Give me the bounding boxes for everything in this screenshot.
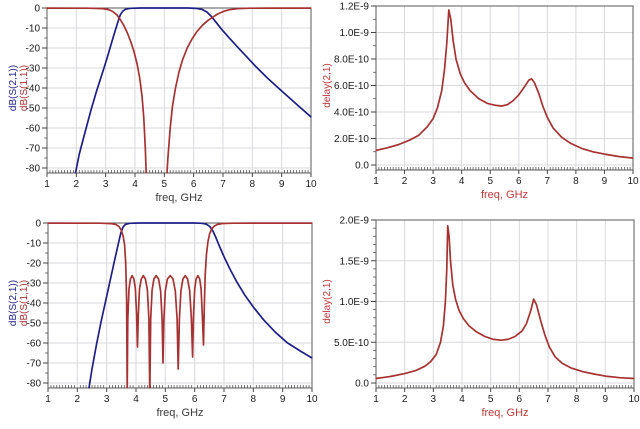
chart-svg-tl: 1 2 3 4 5 6 7 8 9 10 0 -10 -20 -30 -40 -50 -60 -70 -80 freq… — [8, 4, 317, 205]
x-tick-label: 7 — [545, 176, 551, 187]
y-tick-label: -70 — [27, 359, 42, 370]
y-axis-label: dB(S(2,1)) — [8, 65, 19, 111]
y-tick-label: 2.0E-9 — [340, 216, 370, 227]
y-tick-label: -30 — [26, 64, 41, 75]
x-tick-label: 8 — [574, 394, 580, 405]
series-trace-db-s-2-1- — [74, 7, 312, 174]
y-axis-label: delay(2,1) — [322, 63, 333, 107]
chart-group-delay-1: 1 2 3 4 5 6 7 8 9 10 0.0 2.0E-10 4.0E-10 6.0E-10 8.0E-… — [320, 0, 640, 215]
chart-svg-br: 1 2 3 4 5 6 7 8 9 10 0.0 5.0E-10 1.0E-9 1.5E-9 2.0E-9 f… — [322, 216, 640, 420]
y-tick-label: 8.0E-10 — [334, 55, 369, 66]
x-tick-label: 5 — [163, 394, 169, 405]
x-tick-label: 1 — [373, 176, 379, 187]
x-tick-label: 6 — [517, 394, 523, 405]
y-tick-label: 1.2E-9 — [340, 2, 370, 13]
y-tick-label: -50 — [26, 104, 41, 115]
y-tick-label: -70 — [26, 144, 41, 155]
x-tick-label: 6 — [516, 176, 522, 187]
x-tick-label: 9 — [279, 179, 285, 190]
x-tick-label: 5 — [487, 176, 493, 187]
x-tick-label: 2 — [402, 176, 408, 187]
x-tick-label: 8 — [573, 176, 579, 187]
x-tick-label: 10 — [306, 394, 318, 405]
x-tick-label: 5 — [162, 179, 168, 190]
x-tick-label: 9 — [603, 394, 609, 405]
y-tick-label: 0.0 — [355, 379, 369, 390]
y-tick-label: -80 — [27, 379, 42, 390]
x-tick-label: 4 — [459, 394, 465, 405]
x-tick-label: 4 — [133, 394, 139, 405]
x-axis-label: freq, GHz — [155, 192, 202, 204]
y-tick-label: 0.0 — [355, 161, 369, 172]
x-axis-label: freq, GHz — [481, 407, 528, 419]
x-tick-label: 2 — [402, 394, 408, 405]
x-tick-label: 10 — [628, 394, 640, 405]
series-trace-db-s-1-1- — [47, 222, 313, 389]
chart-s-parameters-response-2: 1 2 3 4 5 6 7 8 9 10 0 -10 -20 -30 -40 -50 -60 -70 -80 freq… — [0, 215, 320, 429]
series-trace-db-s-2-1- — [88, 222, 313, 389]
y-tick-label: 4.0E-10 — [334, 108, 369, 119]
y-tick-label: 2.0E-10 — [334, 134, 369, 145]
x-tick-label: 1 — [44, 179, 50, 190]
chart-group-delay-2: 1 2 3 4 5 6 7 8 9 10 0.0 5.0E-10 1.0E-9 1.5E-9 2.0E-9 f… — [320, 215, 640, 429]
y-tick-label: -10 — [27, 239, 42, 250]
x-tick-label: 9 — [602, 176, 608, 187]
chart-s-parameters-response-1: 1 2 3 4 5 6 7 8 9 10 0 -10 -20 -30 -40 -50 -60 -70 -80 freq… — [0, 0, 320, 215]
x-tick-label: 2 — [75, 394, 81, 405]
y-axis-label: dB(S(1,1)) — [19, 65, 30, 111]
y-tick-label: -60 — [27, 339, 42, 350]
y-tick-label: 1.0E-9 — [340, 28, 370, 39]
y-axis-label: dB(S(1,1)) — [19, 280, 30, 326]
y-tick-label: -40 — [27, 299, 42, 310]
series-trace-delay-2-1- — [375, 224, 635, 380]
plot-frame — [375, 219, 635, 389]
y-tick-label: -10 — [26, 24, 41, 35]
y-tick-label: 0 — [34, 4, 40, 15]
x-tick-label: 6 — [192, 394, 198, 405]
x-tick-label: 7 — [545, 394, 551, 405]
x-tick-label: 8 — [250, 179, 256, 190]
y-tick-label: -30 — [27, 279, 42, 290]
chart-svg-bl: 1 2 3 4 5 6 7 8 9 10 0 -10 -20 -30 -40 -50 -60 -70 -80 freq… — [8, 219, 318, 420]
x-tick-label: 10 — [627, 176, 639, 187]
y-tick-label: -40 — [26, 84, 41, 95]
y-tick-label: 1.0E-9 — [340, 297, 370, 308]
x-tick-label: 1 — [373, 394, 379, 405]
series-trace-delay-2-1- — [375, 9, 634, 159]
y-tick-label: -20 — [26, 44, 41, 55]
x-axis-label: freq, GHz — [156, 407, 203, 419]
x-tick-label: 9 — [280, 394, 286, 405]
x-tick-label: 3 — [430, 176, 436, 187]
y-tick-label: -80 — [26, 164, 41, 175]
y-tick-label: 6.0E-10 — [334, 81, 369, 92]
x-tick-label: 4 — [132, 179, 138, 190]
series-trace-db-s-1-1- — [46, 7, 312, 174]
x-tick-label: 3 — [104, 394, 110, 405]
x-tick-label: 3 — [103, 179, 109, 190]
x-tick-label: 5 — [488, 394, 494, 405]
y-tick-label: -20 — [27, 259, 42, 270]
y-axis-label: dB(S(2,1)) — [8, 280, 19, 326]
y-tick-label: -50 — [27, 319, 42, 330]
y-tick-label: 5.0E-10 — [334, 338, 369, 349]
y-tick-label: 0 — [35, 219, 41, 230]
y-tick-label: -60 — [26, 124, 41, 135]
x-tick-label: 2 — [74, 179, 80, 190]
x-tick-label: 6 — [191, 179, 197, 190]
plot-frame — [375, 5, 634, 171]
y-tick-label: 1.5E-9 — [340, 256, 370, 267]
x-tick-label: 7 — [221, 394, 227, 405]
x-tick-label: 10 — [305, 179, 317, 190]
x-tick-label: 1 — [45, 394, 51, 405]
chart-svg-tr: 1 2 3 4 5 6 7 8 9 10 0.0 2.0E-10 4.0E-10 6.0E-10 8.0E-… — [322, 2, 639, 202]
x-tick-label: 4 — [459, 176, 465, 187]
x-tick-label: 7 — [220, 179, 226, 190]
y-axis-label: delay(2,1) — [322, 279, 333, 323]
x-axis-label: freq, GHz — [481, 189, 528, 201]
x-tick-label: 8 — [251, 394, 257, 405]
x-tick-label: 3 — [431, 394, 437, 405]
